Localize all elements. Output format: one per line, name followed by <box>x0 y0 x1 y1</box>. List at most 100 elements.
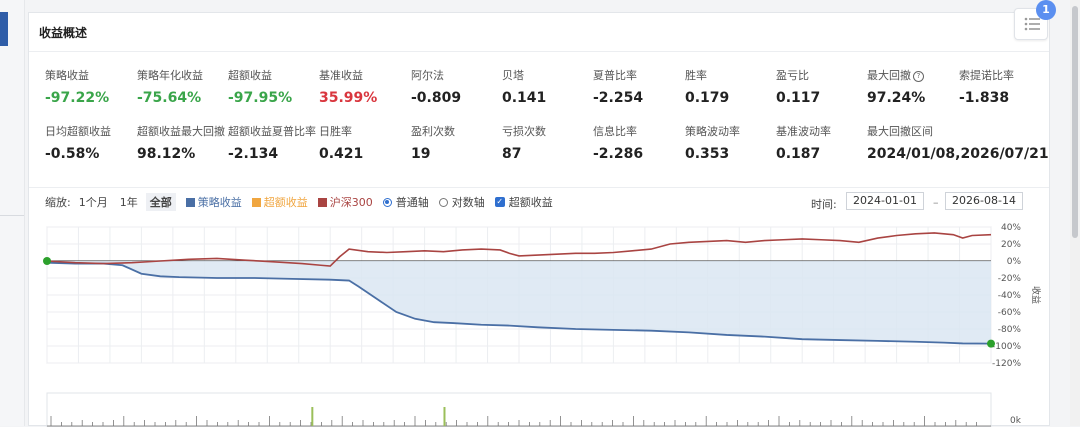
metric-label-text: 信息比率 <box>593 125 637 138</box>
metric-label: 最大回撤区间 <box>867 123 1049 139</box>
metric-label: 最大回撤? <box>867 67 925 83</box>
metric-cell: 最大回撤? 97.24% <box>867 67 925 106</box>
metric-cell: 超额收益最大回撤 98.12% <box>137 123 225 162</box>
legend-benchmark[interactable]: 沪深300 <box>317 194 373 210</box>
metric-label-text: 超额收益 <box>228 69 272 82</box>
date-range-dash: – <box>933 196 939 209</box>
legend-strategy[interactable]: 策略收益 <box>185 194 242 210</box>
legend-excess[interactable]: 超额收益 <box>251 194 308 210</box>
metric-label: 超额收益 <box>228 67 292 83</box>
y-tick-label: 40% <box>1001 223 1021 233</box>
metric-label: 盈利次数 <box>411 123 455 139</box>
metric-cell: 策略波动率 0.353 <box>685 123 740 162</box>
legend-strategy-swatch <box>185 197 195 207</box>
metric-value: -2.134 <box>228 146 279 162</box>
metric-cell: 基准波动率 0.187 <box>776 123 831 162</box>
start-date-input[interactable] <box>846 192 924 210</box>
metric-value: -0.58% <box>45 146 100 162</box>
metric-label: 夏普比率 <box>593 67 643 83</box>
metric-label: 索提诺比率 <box>959 67 1014 83</box>
y-tick-label: -120% <box>992 359 1021 369</box>
panel-title: 收益概述 <box>39 26 88 40</box>
end-date-input[interactable] <box>945 192 1023 210</box>
list-menu-button[interactable] <box>1014 8 1048 40</box>
metric-value: 2024/01/08,2026/07/21 <box>867 146 1049 162</box>
legend-benchmark-label: 沪深300 <box>329 196 373 209</box>
metric-label-text: 基准收益 <box>319 69 363 82</box>
left-sidebar-divider <box>0 215 24 216</box>
notification-badge: 1 <box>1036 0 1056 20</box>
normal-axis-label: 普通轴 <box>395 196 429 209</box>
volume-tick-label: 0k <box>1010 416 1022 426</box>
metric-label-text: 贝塔 <box>502 69 524 82</box>
y-tick-label: -100% <box>992 342 1021 352</box>
metric-label: 亏损次数 <box>502 123 546 139</box>
excess-return-checkbox-label: 超额收益 <box>508 196 553 209</box>
metric-label: 超额收益夏普比率 <box>228 123 316 139</box>
scrollbar-thumb[interactable] <box>1072 6 1078 238</box>
metric-label-text: 胜率 <box>685 69 707 82</box>
zoom-1-year-button[interactable]: 1年 <box>119 196 138 209</box>
metric-cell: 盈亏比 0.117 <box>776 67 820 106</box>
series-marker-dot <box>987 339 995 348</box>
metric-cell: 胜率 0.179 <box>685 67 729 106</box>
page-scrollbar[interactable] <box>1070 0 1080 426</box>
y-tick-label: 0% <box>1007 257 1022 267</box>
left-sidebar-strip <box>0 0 25 426</box>
metric-label-text: 基准波动率 <box>776 125 831 138</box>
metric-value: 19 <box>411 146 431 162</box>
returns-chart: 40% 20% 0% -20% -40% -60% -80% -100% -120% 收益 0k <box>43 223 1042 427</box>
help-icon[interactable]: ? <box>913 71 924 82</box>
metric-cell: 基准收益 35.99% <box>319 67 377 106</box>
strategy-area-fill <box>47 261 991 344</box>
metric-cell: 超额收益夏普比率 -2.134 <box>228 123 316 162</box>
metric-cell: 日均超额收益 -0.58% <box>45 123 111 162</box>
zoom-all-button[interactable]: 全部 <box>145 193 176 211</box>
metric-label-text: 盈亏比 <box>776 69 809 82</box>
metric-label-text: 日胜率 <box>319 125 352 138</box>
metric-label-text: 阿尔法 <box>411 69 444 82</box>
legend-benchmark-swatch <box>317 197 327 207</box>
normal-axis-radio[interactable] <box>382 197 392 207</box>
metric-label: 策略波动率 <box>685 123 740 139</box>
metric-cell: 日胜率 0.421 <box>319 123 363 162</box>
excess-return-checkbox[interactable]: ✓ <box>494 197 505 207</box>
metric-label: 基准波动率 <box>776 123 831 139</box>
metric-label: 日均超额收益 <box>45 123 111 139</box>
metric-cell: 策略年化收益 -75.64% <box>137 67 203 106</box>
volume-spike-bar <box>311 407 314 426</box>
metric-label-text: 策略波动率 <box>685 125 740 138</box>
metric-label-text: 最大回撤 <box>867 69 911 82</box>
legend-excess-swatch <box>251 197 261 207</box>
metric-label: 贝塔 <box>502 67 546 83</box>
metric-cell: 策略收益 -97.22% <box>45 67 109 106</box>
list-icon <box>1024 17 1040 31</box>
metric-label: 阿尔法 <box>411 67 461 83</box>
y-tick-label: -20% <box>998 274 1022 284</box>
metric-label-text: 亏损次数 <box>502 125 546 138</box>
y-tick-label: -60% <box>998 308 1022 318</box>
metric-cell: 夏普比率 -2.254 <box>593 67 643 106</box>
log-axis-radio[interactable] <box>438 197 448 207</box>
metric-label: 策略年化收益 <box>137 67 203 83</box>
metric-value: 35.99% <box>319 90 378 106</box>
section-divider <box>29 187 1049 188</box>
metric-label-text: 最大回撤区间 <box>867 125 933 138</box>
zoom-label: 缩放: <box>45 196 71 209</box>
metric-value: 98.12% <box>137 146 196 162</box>
metric-cell: 盈利次数 19 <box>411 123 455 162</box>
metric-cell: 阿尔法 -0.809 <box>411 67 461 106</box>
metric-label: 超额收益最大回撤 <box>137 123 225 139</box>
metric-label: 盈亏比 <box>776 67 820 83</box>
y-tick-label: -40% <box>998 291 1022 301</box>
metric-label: 胜率 <box>685 67 729 83</box>
metric-label-text: 策略收益 <box>45 69 89 82</box>
metric-value: -2.254 <box>593 90 644 106</box>
left-sidebar-active-indicator <box>0 12 8 46</box>
series-marker-dot <box>43 257 51 265</box>
zoom-1-month-button[interactable]: 1个月 <box>78 196 108 209</box>
metric-cell: 最大回撤区间 2024/01/08,2026/07/21 <box>867 123 1049 162</box>
metric-cell: 索提诺比率 -1.838 <box>959 67 1014 106</box>
metric-value: 0.141 <box>502 90 547 106</box>
metric-label: 日胜率 <box>319 123 363 139</box>
